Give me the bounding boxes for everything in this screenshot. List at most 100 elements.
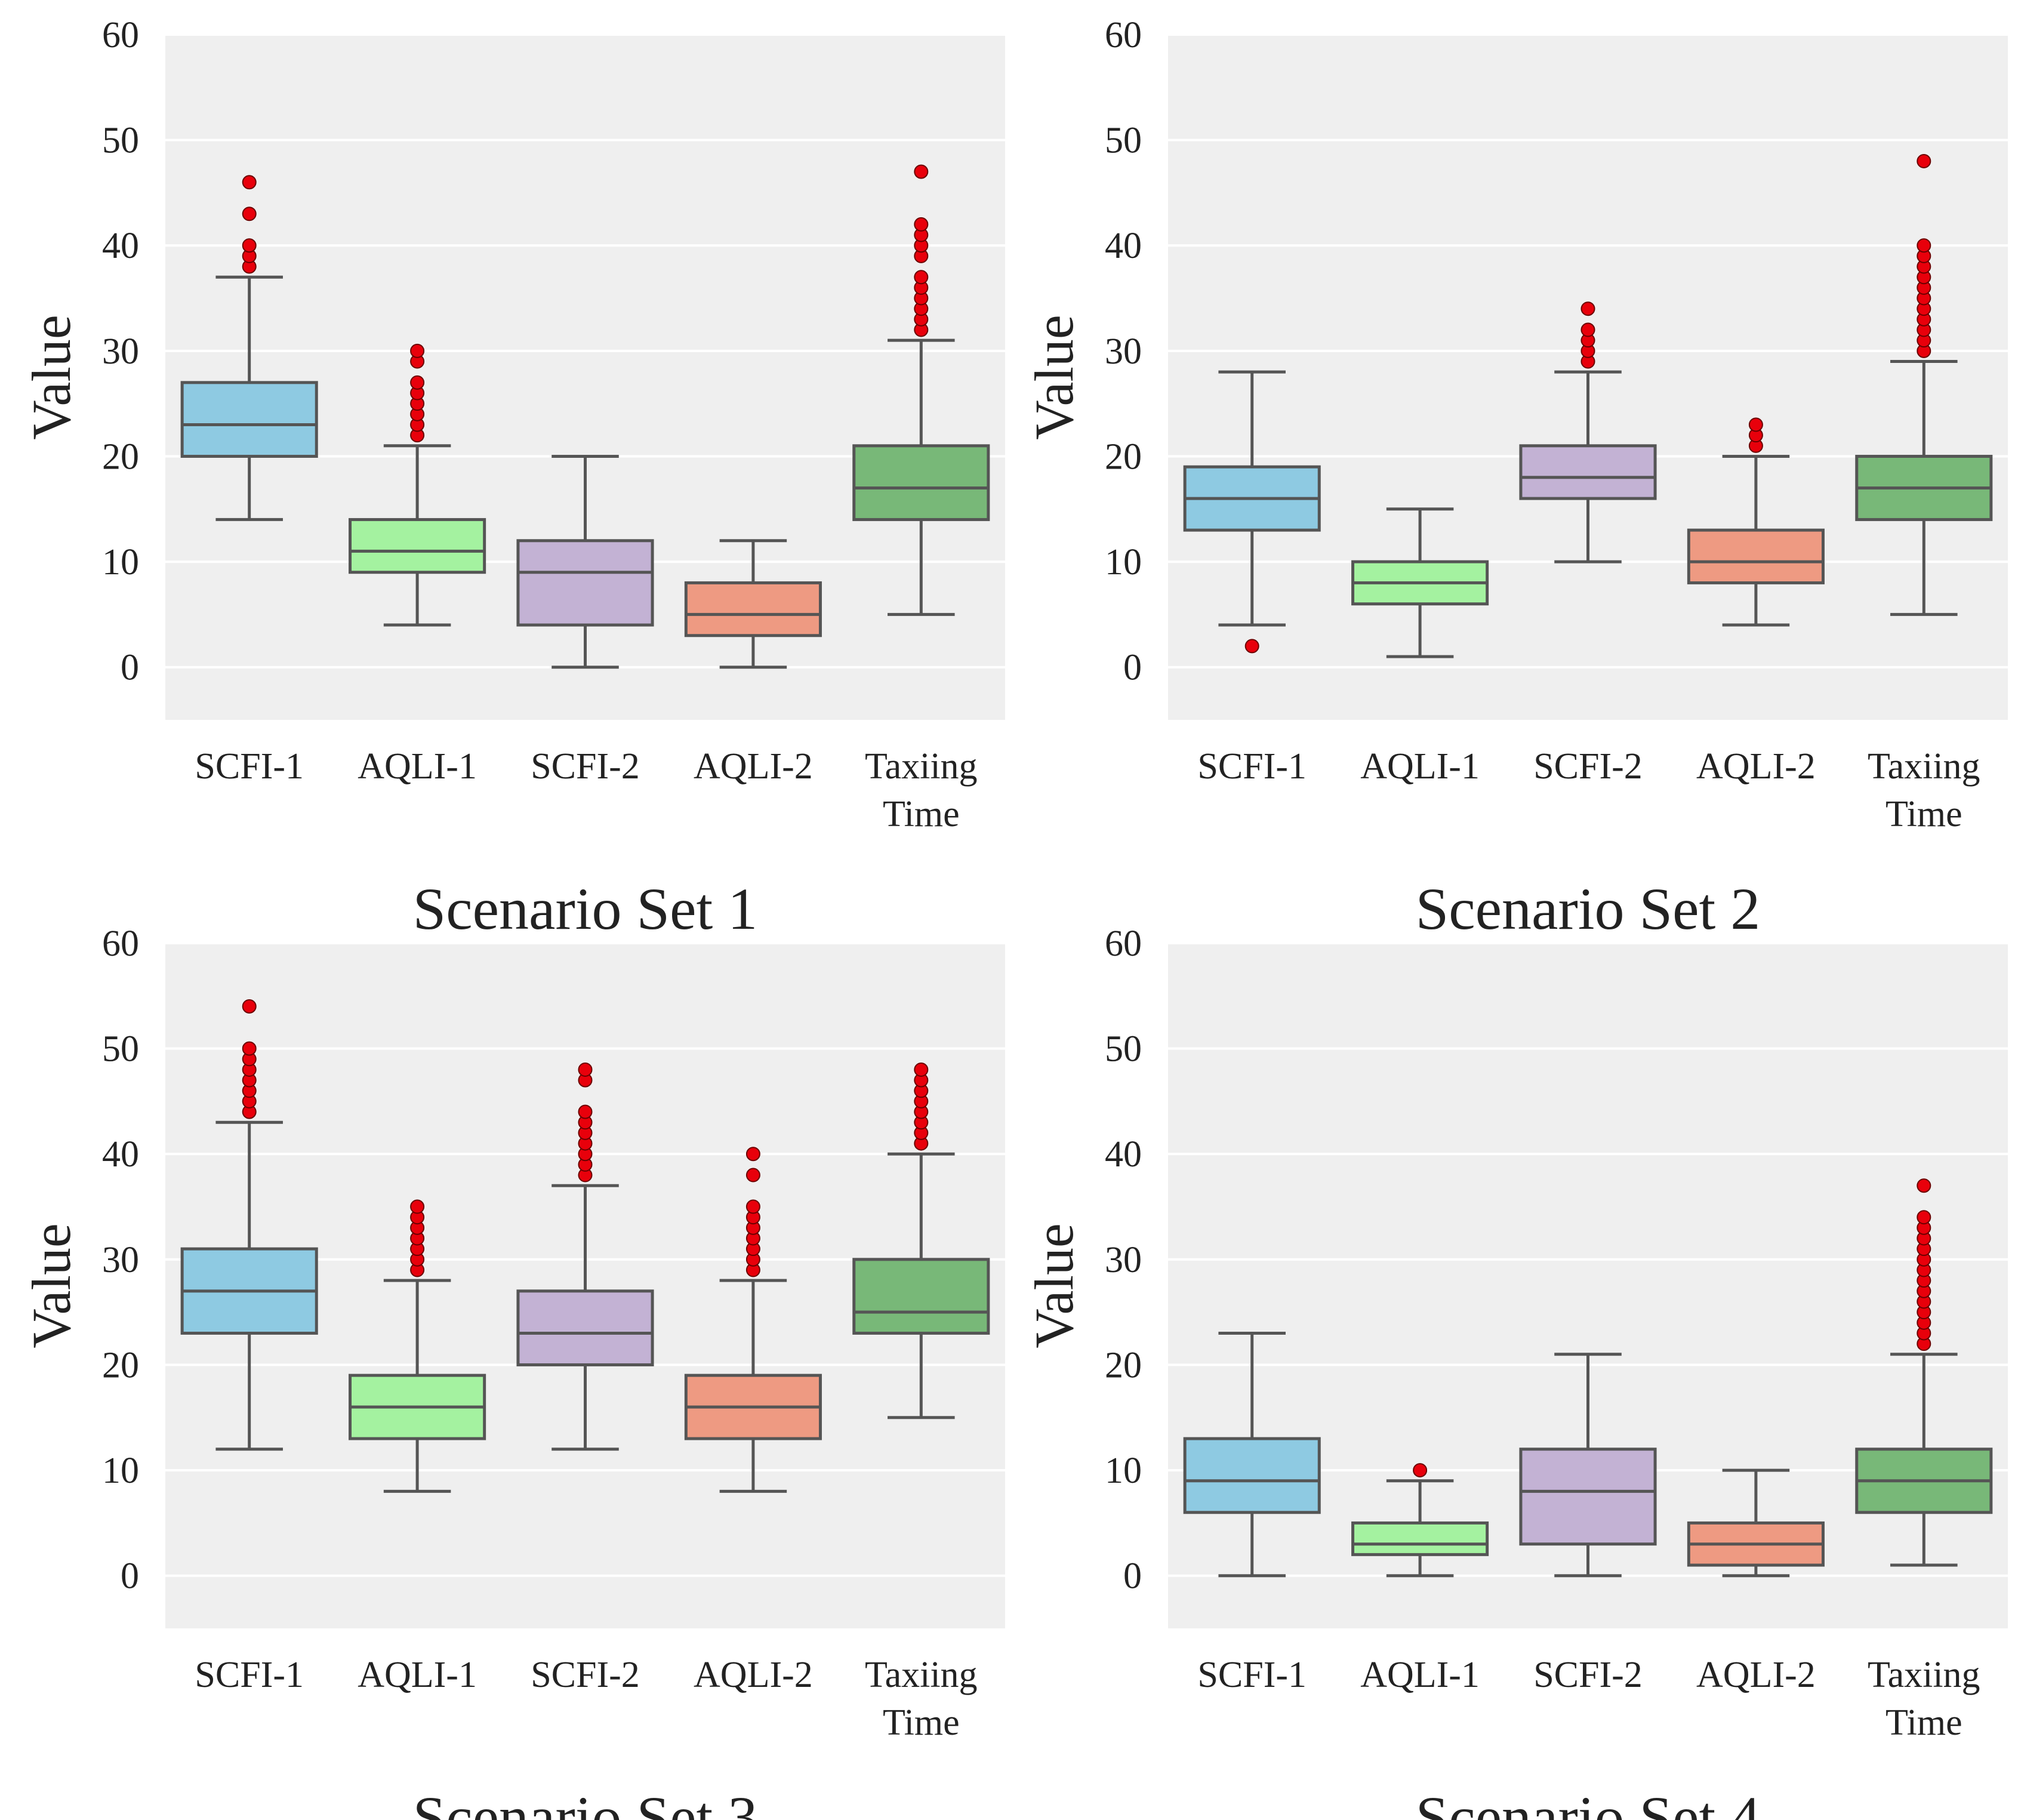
outlier-point [914,164,929,179]
x-tick-label-line: Time [883,794,960,834]
box-3 [1519,1353,1657,1578]
outlier-point [745,1168,760,1182]
iqr-box [684,581,822,638]
y-tick-label: 60 [1105,15,1142,56]
y-tick-label: 20 [1105,1345,1142,1385]
box-1 [180,999,318,1451]
box-5 [852,1062,990,1419]
iqr-box [349,518,486,574]
x-tick-label-line: Time [1885,1702,1962,1743]
x-tick-label-line: SCFI-2 [1533,746,1643,787]
x-tick-label-line: AQLI-2 [694,746,813,787]
iqr-box [1183,1437,1321,1514]
x-tick-label: SCFI-2 [1533,746,1643,787]
box-3 [516,454,654,669]
y-tick-label: 20 [102,436,139,477]
y-tick-label: 50 [1105,121,1142,161]
box-2 [349,1199,486,1493]
y-tick-label: 60 [102,15,139,56]
iqr-box [1687,528,1825,584]
y-tick-label: 60 [102,923,139,964]
outlier-point [745,1199,760,1214]
x-tick-label: SCFI-2 [531,746,640,787]
x-tick-label-line: SCFI-2 [531,1655,640,1695]
iqr-box [852,1258,990,1335]
box-4 [1687,417,1825,627]
outlier-point [410,1199,425,1214]
outlier-point [1244,639,1259,654]
outlier-point [1917,1210,1931,1225]
x-tick-label: AQLI-2 [694,746,813,787]
iqr-box [1519,1448,1657,1546]
x-tick-label-line: AQLI-2 [1696,746,1816,787]
y-tick-label: 40 [1105,226,1142,266]
y-axis-label: Value [1024,1223,1085,1348]
outlier-point [242,238,257,253]
y-axis-label: Value [1024,315,1085,439]
box-4 [684,1147,822,1493]
outlier-point [1580,301,1595,316]
box-5 [852,164,990,616]
y-axis-label: Value [21,315,82,439]
x-tick-label: SCFI-1 [195,1655,304,1695]
x-tick-label-line: AQLI-1 [1360,746,1480,787]
x-tick-label: SCFI-1 [195,746,304,787]
y-tick-label: 30 [1105,1240,1142,1280]
y-axis-label: Value [21,1223,82,1348]
x-tick-label: Taxiing Time [865,746,978,834]
y-tick-label: 20 [1105,436,1142,477]
x-tick-label: Taxiing Time [865,1655,978,1743]
x-tick-label-line: Taxiing [865,746,978,787]
outlier-point [242,999,257,1014]
x-tick-label: Taxiing Time [1868,746,1980,834]
x-tick-label-line: AQLI-1 [358,1655,477,1695]
y-tick-label: 30 [102,331,139,372]
y-tick-label: 10 [1105,1451,1142,1491]
outlier-point [914,270,929,285]
chart-title: Scenario Set 1 [413,876,758,942]
chart-panel-4: 0 10 20 30 40 50 60 Value SCFI-1 AQLI-1 SCFI-2 AQLI… [1024,923,2008,1820]
x-tick-label: SCFI-2 [1533,1655,1643,1695]
box-2 [349,343,486,627]
x-tick-label: AQLI-1 [1360,1655,1480,1695]
y-tick-label: 10 [102,1451,139,1491]
outlier-point [745,1147,760,1162]
x-tick-label-line: AQLI-2 [1696,1655,1816,1695]
chart-title: Scenario Set 2 [1416,876,1761,942]
y-tick-label: 50 [102,121,139,161]
y-tick-label: 0 [121,1556,139,1597]
x-tick-label-line: Time [1885,794,1962,834]
iqr-box [1519,444,1657,500]
chart-title: Scenario Set 3 [413,1784,758,1820]
x-tick-label: Taxiing Time [1868,1655,1980,1743]
iqr-box [1351,1521,1489,1556]
box-1 [1183,1331,1321,1578]
x-tick-label-line: AQLI-2 [694,1655,813,1695]
x-tick-label-line: Taxiing [865,1655,978,1695]
x-tick-label-line: SCFI-1 [1197,1655,1307,1695]
y-tick-label: 40 [102,226,139,266]
box-5 [1855,1178,1993,1567]
outlier-point [242,207,257,221]
x-tick-label-line: Taxiing [1868,746,1980,787]
box-1 [1183,370,1321,654]
x-tick-label-line: AQLI-1 [1360,1655,1480,1695]
x-tick-label-line: SCFI-1 [195,746,304,787]
x-tick-label: SCFI-2 [531,1655,640,1695]
x-tick-label: AQLI-2 [1696,746,1816,787]
x-tick-label: SCFI-1 [1197,1655,1307,1695]
x-tick-label-line: Taxiing [1868,1655,1980,1695]
outlier-point [242,175,257,190]
outlier-point [914,1062,929,1077]
outlier-point [242,1041,257,1056]
chart-panel-1: 0 10 20 30 40 50 60 Value SCFI-1 AQLI-1 SCFI-2 AQLI… [21,15,1005,942]
x-tick-label-line: AQLI-1 [358,746,477,787]
box-2 [1351,507,1489,658]
outlier-point [578,1104,593,1119]
chart-panel-3: 0 10 20 30 40 50 60 Value SCFI-1 AQLI-1 SCFI-2 AQLI… [21,923,1005,1820]
y-tick-label: 30 [1105,331,1142,372]
iqr-box [852,444,990,521]
iqr-box [516,539,654,627]
iqr-box [516,1289,654,1366]
